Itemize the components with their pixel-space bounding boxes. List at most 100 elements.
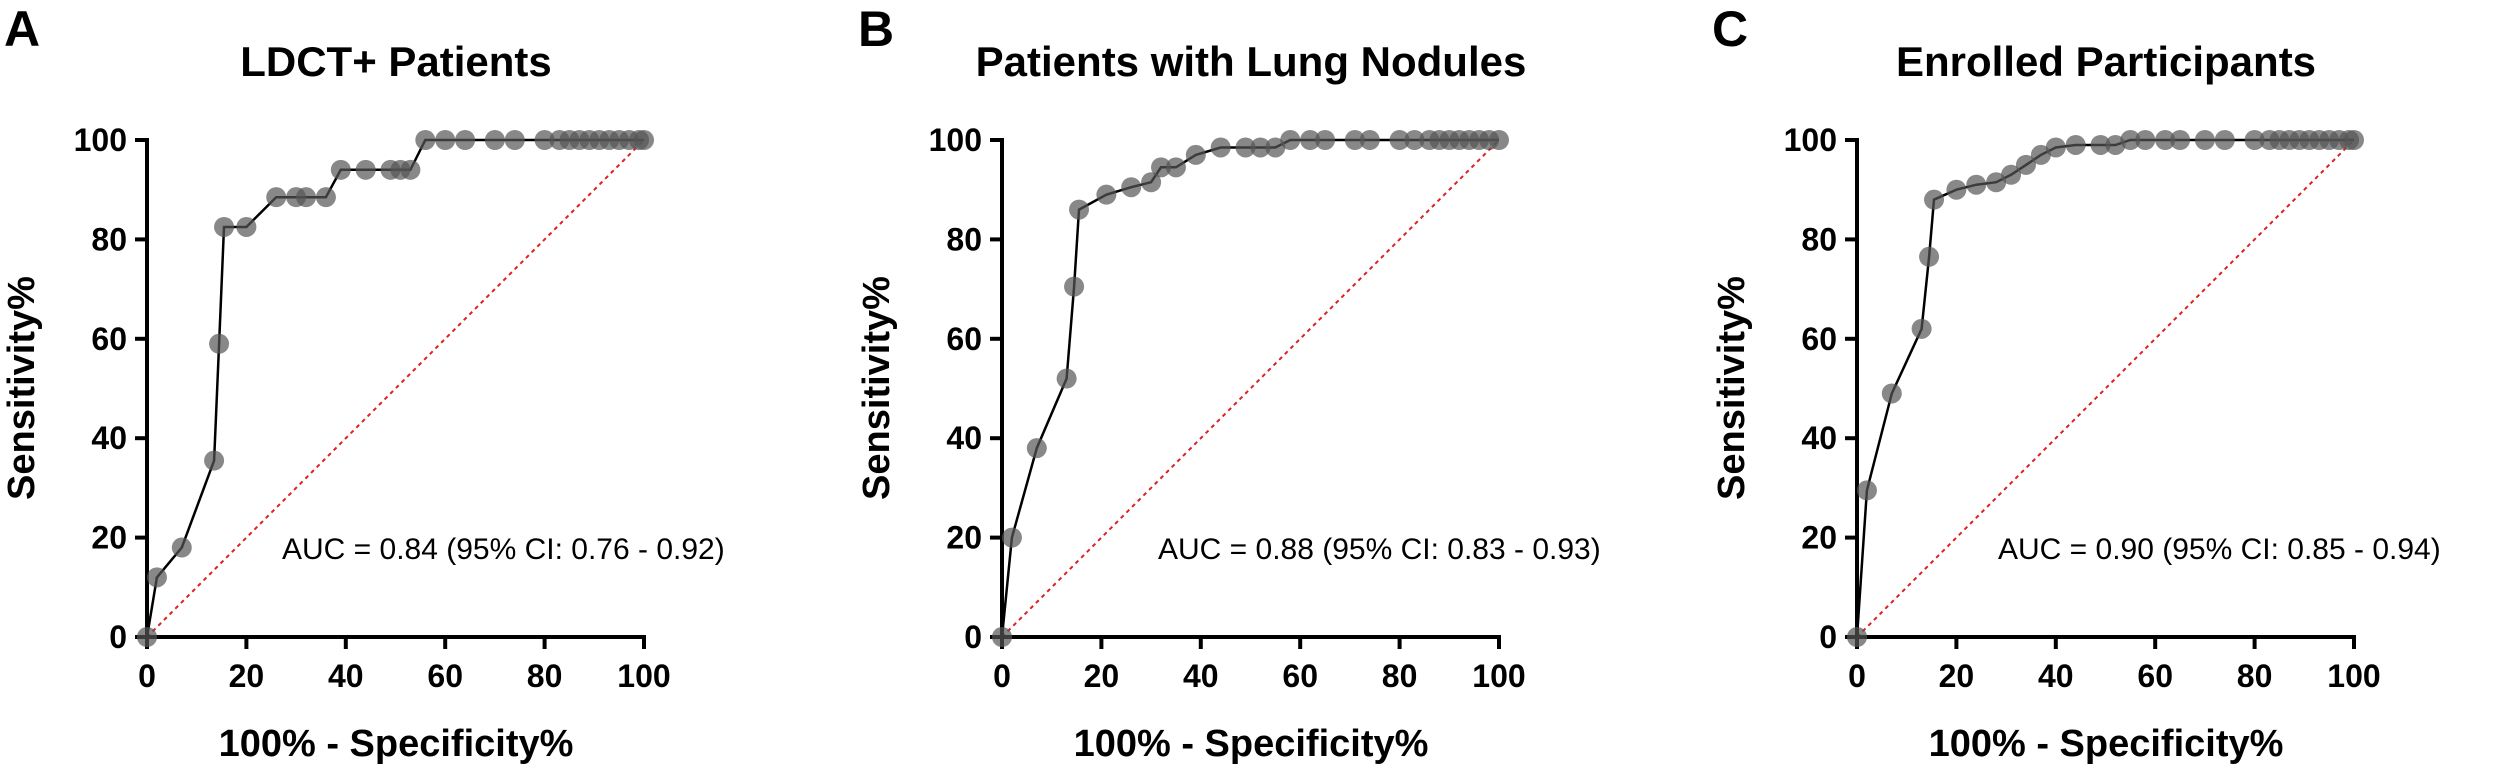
- y-tick-label: 0: [964, 619, 982, 655]
- roc-point: [634, 130, 654, 150]
- auc-annotation: AUC = 0.84 (95% CI: 0.76 - 0.92): [282, 533, 725, 566]
- panel-c: C Enrolled Participants Sensitivity% 100…: [1711, 1, 2441, 765]
- roc-point: [2214, 130, 2235, 150]
- roc-point: [296, 187, 317, 208]
- roc-point: [1315, 130, 1336, 150]
- x-tick-label: 80: [1382, 658, 1418, 694]
- roc-point: [209, 333, 230, 354]
- y-tick-label: 80: [946, 221, 982, 257]
- x-tick-label: 100: [617, 658, 670, 694]
- roc-point: [1911, 318, 1932, 339]
- auc-annotation: AUC = 0.88 (95% CI: 0.83 - 0.93): [1158, 533, 1601, 566]
- roc-point: [171, 537, 192, 558]
- x-tick-label: 0: [1848, 658, 1866, 694]
- roc-point: [1026, 438, 1047, 459]
- x-tick-label: 40: [2038, 658, 2074, 694]
- roc-point: [315, 187, 336, 208]
- roc-point: [1359, 130, 1380, 150]
- y-tick-label: 20: [91, 520, 127, 556]
- roc-point: [2065, 134, 2086, 155]
- y-tick-label: 100: [1784, 122, 1837, 158]
- y-tick-label: 80: [91, 221, 127, 257]
- auc-annotation: AUC = 0.90 (95% CI: 0.85 - 0.94): [1998, 533, 2441, 566]
- x-tick-label: 0: [993, 658, 1011, 694]
- panel-letter: C: [1712, 1, 1748, 57]
- roc-point: [2135, 130, 2156, 150]
- reference-diagonal-line: [1856, 139, 2355, 638]
- roc-point: [1265, 137, 1286, 158]
- y-tick-label: 20: [1801, 520, 1837, 556]
- roc-point: [1069, 199, 1090, 220]
- y-tick-label: 100: [74, 122, 127, 158]
- roc-point: [2344, 130, 2364, 150]
- roc-point: [1151, 157, 1172, 178]
- roc-point: [1881, 383, 1902, 404]
- panel-b: B Patients with Lung Nodules Sensitivity…: [856, 1, 1601, 765]
- roc-point: [415, 130, 436, 150]
- roc-point: [2120, 130, 2141, 150]
- roc-point: [1001, 527, 1022, 548]
- roc-point: [2045, 137, 2066, 158]
- x-tick-label: 80: [527, 658, 563, 694]
- roc-point: [2244, 130, 2265, 150]
- x-tick-label: 40: [328, 658, 364, 694]
- reference-diagonal-line: [146, 139, 645, 638]
- roc-point: [1141, 172, 1162, 193]
- roc-point: [1096, 184, 1117, 205]
- roc-point: [1165, 157, 1186, 178]
- roc-point: [1924, 189, 1945, 210]
- roc-point: [1946, 179, 1967, 200]
- roc-point: [504, 130, 525, 150]
- roc-point: [1064, 276, 1085, 297]
- y-axis-label: Sensitivity%: [1711, 276, 1753, 500]
- x-tick-label: 40: [1183, 658, 1219, 694]
- panel-letter: A: [4, 1, 40, 57]
- roc-point: [1919, 246, 1940, 267]
- roc-point: [1250, 137, 1271, 158]
- roc-point: [236, 216, 257, 237]
- roc-point: [2170, 130, 2191, 150]
- roc-point: [1847, 627, 1867, 647]
- y-tick-label: 60: [946, 321, 982, 357]
- roc-point: [1489, 130, 1509, 150]
- panel-letter: B: [858, 1, 894, 57]
- roc-point: [146, 567, 167, 588]
- x-tick-label: 20: [229, 658, 265, 694]
- x-tick-label: 60: [1282, 658, 1318, 694]
- roc-point: [1404, 130, 1425, 150]
- roc-point: [534, 130, 555, 150]
- roc-point: [2155, 130, 2176, 150]
- roc-point: [435, 130, 456, 150]
- roc-point: [1185, 144, 1206, 165]
- roc-point: [1121, 177, 1142, 198]
- x-tick-label: 100: [1472, 658, 1525, 694]
- chart-title: Enrolled Participants: [1896, 38, 2316, 85]
- y-tick-label: 40: [1801, 420, 1837, 456]
- roc-point: [484, 130, 505, 150]
- y-tick-label: 0: [1819, 619, 1837, 655]
- roc-point: [1986, 172, 2007, 193]
- roc-point: [266, 187, 287, 208]
- x-axis-label: 100% - Specificity%: [219, 723, 574, 765]
- x-tick-label: 60: [427, 658, 463, 694]
- roc-point: [1056, 368, 1077, 389]
- roc-point: [1210, 137, 1231, 158]
- roc-point: [1300, 130, 1321, 150]
- roc-point: [330, 159, 351, 180]
- x-axis-label: 100% - Specificity%: [1929, 723, 2284, 765]
- y-tick-label: 60: [1801, 321, 1837, 357]
- roc-point: [1966, 174, 1987, 195]
- roc-point: [1856, 480, 1877, 501]
- roc-point: [1389, 130, 1410, 150]
- roc-point: [204, 450, 225, 471]
- roc-point: [2090, 134, 2111, 155]
- roc-point: [137, 627, 157, 647]
- roc-point: [992, 627, 1012, 647]
- roc-point: [2001, 164, 2022, 185]
- y-tick-label: 80: [1801, 221, 1837, 257]
- y-tick-label: 100: [929, 122, 982, 158]
- roc-point: [455, 130, 476, 150]
- y-axis-label: Sensitivity%: [856, 276, 898, 500]
- y-axis-label: Sensitivity%: [1, 276, 43, 500]
